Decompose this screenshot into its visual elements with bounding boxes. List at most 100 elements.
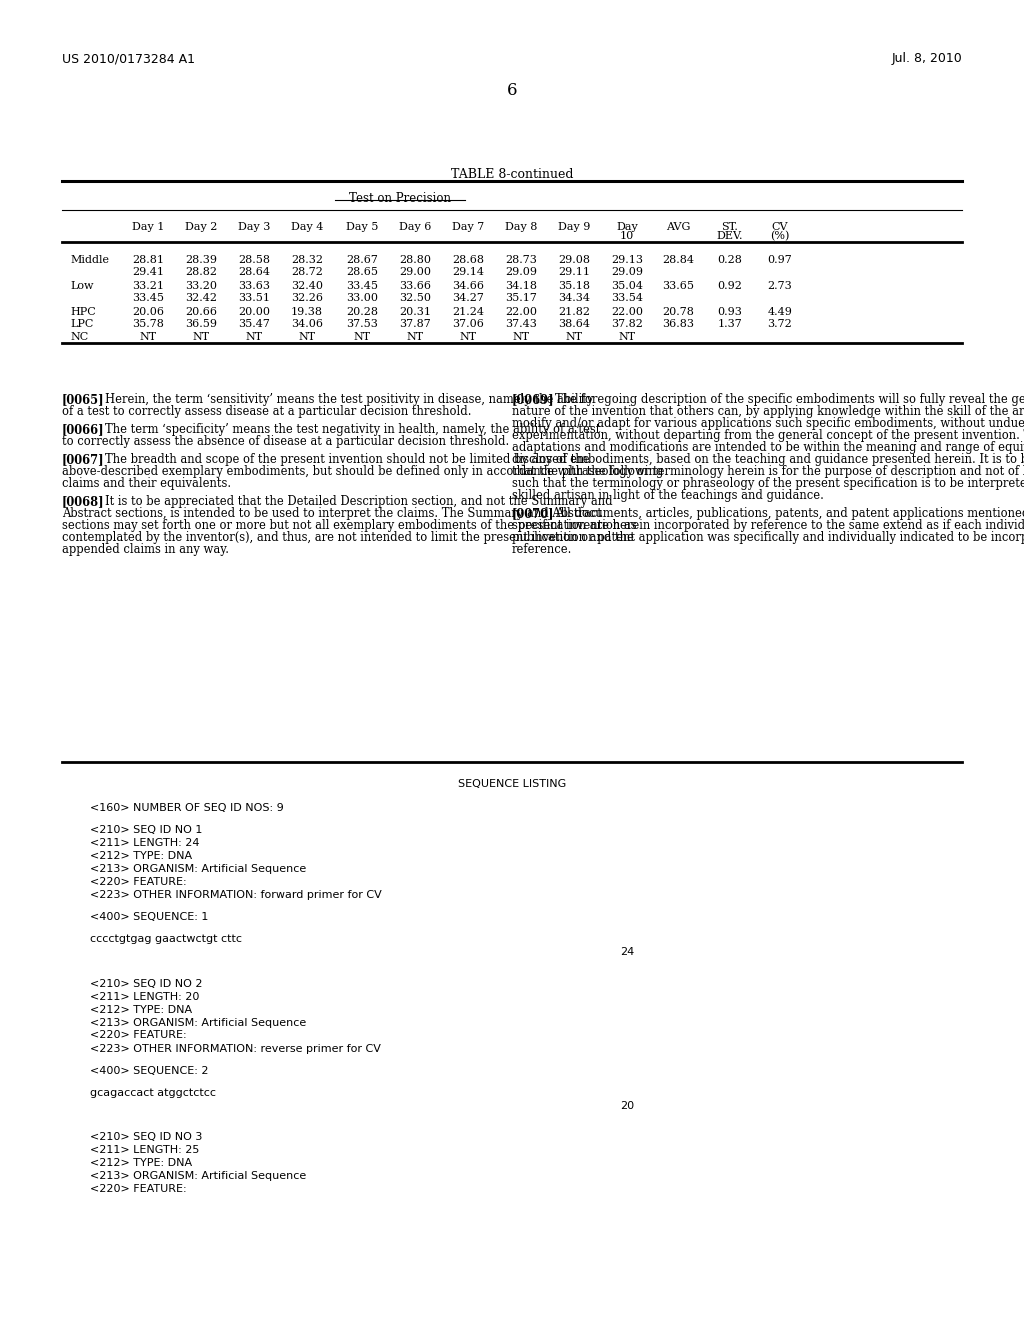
Text: [0066]: [0066] <box>62 422 104 436</box>
Text: ST.: ST. <box>722 222 738 232</box>
Text: 20.78: 20.78 <box>663 308 694 317</box>
Text: HPC: HPC <box>70 308 96 317</box>
Text: Day 9: Day 9 <box>558 222 590 232</box>
Text: All documents, articles, publications, patents, and patent applications mentione: All documents, articles, publications, p… <box>555 507 1024 520</box>
Text: Day 7: Day 7 <box>452 222 484 232</box>
Text: LPC: LPC <box>70 319 93 329</box>
Text: <212> TYPE: DNA: <212> TYPE: DNA <box>90 851 193 861</box>
Text: NT: NT <box>565 333 583 342</box>
Text: <220> FEATURE:: <220> FEATURE: <box>90 1184 186 1193</box>
Text: 37.43: 37.43 <box>505 319 537 329</box>
Text: cccctgtgag gaactwctgt cttc: cccctgtgag gaactwctgt cttc <box>90 935 242 944</box>
Text: <220> FEATURE:: <220> FEATURE: <box>90 1031 186 1040</box>
Text: It is to be appreciated that the Detailed Description section, and not the Summa: It is to be appreciated that the Detaile… <box>105 495 612 508</box>
Text: 29.41: 29.41 <box>132 267 164 277</box>
Text: reference.: reference. <box>512 543 572 556</box>
Text: [0069]: [0069] <box>512 393 555 407</box>
Text: 33.20: 33.20 <box>185 281 217 290</box>
Text: 33.65: 33.65 <box>662 281 694 290</box>
Text: 33.45: 33.45 <box>132 293 164 304</box>
Text: disclosed embodiments, based on the teaching and guidance presented herein. It i: disclosed embodiments, based on the teac… <box>512 453 1024 466</box>
Text: gcagaccact atggctctcc: gcagaccact atggctctcc <box>90 1088 216 1098</box>
Text: <220> FEATURE:: <220> FEATURE: <box>90 876 186 887</box>
Text: 32.26: 32.26 <box>291 293 323 304</box>
Text: 33.51: 33.51 <box>238 293 270 304</box>
Text: 33.54: 33.54 <box>611 293 643 304</box>
Text: experimentation, without departing from the general concept of the present inven: experimentation, without departing from … <box>512 429 1024 442</box>
Text: 34.27: 34.27 <box>452 293 484 304</box>
Text: specification are herein incorporated by reference to the same extend as if each: specification are herein incorporated by… <box>512 519 1024 532</box>
Text: <211> LENGTH: 20: <211> LENGTH: 20 <box>90 991 200 1002</box>
Text: Low: Low <box>70 281 93 290</box>
Text: <210> SEQ ID NO 3: <210> SEQ ID NO 3 <box>90 1131 203 1142</box>
Text: Day 8: Day 8 <box>505 222 538 232</box>
Text: 29.11: 29.11 <box>558 267 590 277</box>
Text: nature of the invention that others can, by applying knowledge within the skill : nature of the invention that others can,… <box>512 405 1024 418</box>
Text: contemplated by the inventor(s), and thus, are not intended to limit the present: contemplated by the inventor(s), and thu… <box>62 531 634 544</box>
Text: 37.87: 37.87 <box>399 319 431 329</box>
Text: 34.06: 34.06 <box>291 319 323 329</box>
Text: 36.83: 36.83 <box>662 319 694 329</box>
Text: 4.49: 4.49 <box>768 308 793 317</box>
Text: 28.73: 28.73 <box>505 255 537 265</box>
Text: <160> NUMBER OF SEQ ID NOS: 9: <160> NUMBER OF SEQ ID NOS: 9 <box>90 803 284 813</box>
Text: 10: 10 <box>620 231 634 242</box>
Text: 29.09: 29.09 <box>611 267 643 277</box>
Text: 33.00: 33.00 <box>346 293 378 304</box>
Text: <211> LENGTH: 24: <211> LENGTH: 24 <box>90 838 200 849</box>
Text: <210> SEQ ID NO 1: <210> SEQ ID NO 1 <box>90 825 203 836</box>
Text: NT: NT <box>512 333 529 342</box>
Text: AVG: AVG <box>666 222 690 232</box>
Text: 35.78: 35.78 <box>132 319 164 329</box>
Text: such that the terminology or phraseology of the present specification is to be i: such that the terminology or phraseology… <box>512 477 1024 490</box>
Text: NT: NT <box>298 333 315 342</box>
Text: 20.31: 20.31 <box>399 308 431 317</box>
Text: sections may set forth one or more but not all exemplary embodiments of the pres: sections may set forth one or more but n… <box>62 519 637 532</box>
Text: 37.82: 37.82 <box>611 319 643 329</box>
Text: <213> ORGANISM: Artificial Sequence: <213> ORGANISM: Artificial Sequence <box>90 1018 306 1027</box>
Text: 35.17: 35.17 <box>505 293 537 304</box>
Text: 1.37: 1.37 <box>718 319 742 329</box>
Text: that the phraseology or terminology herein is for the purpose of description and: that the phraseology or terminology here… <box>512 465 1024 478</box>
Text: 20.00: 20.00 <box>238 308 270 317</box>
Text: <400> SEQUENCE: 2: <400> SEQUENCE: 2 <box>90 1065 209 1076</box>
Text: <213> ORGANISM: Artificial Sequence: <213> ORGANISM: Artificial Sequence <box>90 1171 306 1181</box>
Text: 19.38: 19.38 <box>291 308 323 317</box>
Text: 28.72: 28.72 <box>291 267 323 277</box>
Text: 20.28: 20.28 <box>346 308 378 317</box>
Text: 34.18: 34.18 <box>505 281 537 290</box>
Text: 35.47: 35.47 <box>238 319 270 329</box>
Text: adaptations and modifications are intended to be within the meaning and range of: adaptations and modifications are intend… <box>512 441 1024 454</box>
Text: NT: NT <box>618 333 636 342</box>
Text: 28.81: 28.81 <box>132 255 164 265</box>
Text: SEQUENCE LISTING: SEQUENCE LISTING <box>458 779 566 789</box>
Text: 33.66: 33.66 <box>399 281 431 290</box>
Text: [0067]: [0067] <box>62 453 104 466</box>
Text: NT: NT <box>139 333 157 342</box>
Text: 21.82: 21.82 <box>558 308 590 317</box>
Text: NT: NT <box>460 333 476 342</box>
Text: NT: NT <box>193 333 210 342</box>
Text: NC: NC <box>70 333 88 342</box>
Text: (%): (%) <box>770 231 790 242</box>
Text: 0.92: 0.92 <box>718 281 742 290</box>
Text: 0.93: 0.93 <box>718 308 742 317</box>
Text: 20.06: 20.06 <box>132 308 164 317</box>
Text: 28.67: 28.67 <box>346 255 378 265</box>
Text: to correctly assess the absence of disease at a particular decision threshold.: to correctly assess the absence of disea… <box>62 436 509 447</box>
Text: of a test to correctly assess disease at a particular decision threshold.: of a test to correctly assess disease at… <box>62 405 471 418</box>
Text: 28.32: 28.32 <box>291 255 323 265</box>
Text: Day 5: Day 5 <box>346 222 378 232</box>
Text: DEV.: DEV. <box>717 231 743 242</box>
Text: 28.82: 28.82 <box>185 267 217 277</box>
Text: 34.66: 34.66 <box>452 281 484 290</box>
Text: 20: 20 <box>620 1101 634 1110</box>
Text: above-described exemplary embodiments, but should be defined only in accordance : above-described exemplary embodiments, b… <box>62 465 664 478</box>
Text: <223> OTHER INFORMATION: reverse primer for CV: <223> OTHER INFORMATION: reverse primer … <box>90 1044 381 1053</box>
Text: 35.04: 35.04 <box>611 281 643 290</box>
Text: claims and their equivalents.: claims and their equivalents. <box>62 477 231 490</box>
Text: publication or patent application was specifically and individually indicated to: publication or patent application was sp… <box>512 531 1024 544</box>
Text: Abstract sections, is intended to be used to interpret the claims. The Summary a: Abstract sections, is intended to be use… <box>62 507 602 520</box>
Text: 22.00: 22.00 <box>505 308 537 317</box>
Text: <211> LENGTH: 25: <211> LENGTH: 25 <box>90 1144 200 1155</box>
